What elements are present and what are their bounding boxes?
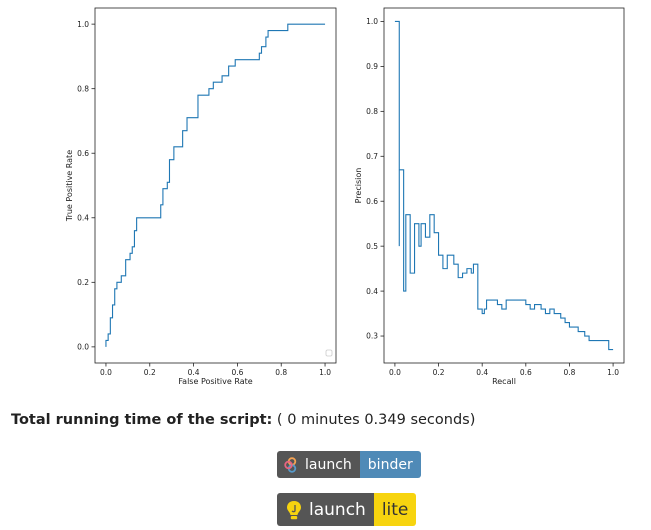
roc-y-tick-label: 0.4: [77, 213, 89, 222]
pr-y-tick-label: 1.0: [366, 17, 378, 26]
roc-x-tick-label: 0.4: [188, 368, 200, 377]
pr-x-tick-label: 0.6: [520, 368, 532, 377]
pr-plot-frame: [383, 7, 625, 364]
pr-y-tick-label: 0.6: [366, 197, 378, 206]
runtime-label: Total running time of the script:: [11, 412, 273, 428]
pr-curve: [394, 20, 614, 351]
pr-x-tick-label: 1.0: [607, 368, 619, 377]
roc-y-ticks: 0.0 0.2 0.4 0.6 0.8 1.0: [77, 20, 95, 352]
charts-figure: 0.0 0.2 0.4 0.6 0.8 1.0 0.0 0.2 0.4 0.6 0.8 1.0 Fa…: [65, 7, 625, 386]
pr-y-ticks: 0.3 0.4 0.5 0.6 0.7 0.8 0.9 1.0: [366, 17, 384, 341]
pr-y-tick-label: 0.3: [366, 332, 378, 341]
runtime-line: Total running time of the script: ( 0 mi…: [11, 412, 475, 428]
roc-x-label: False Positive Rate: [178, 377, 252, 386]
pr-x-tick-label: 0.0: [389, 368, 401, 377]
roc-x-ticks: 0.0 0.2 0.4 0.6 0.8 1.0: [100, 363, 331, 377]
pr-y-tick-label: 0.9: [366, 62, 378, 71]
pr-y-label: Precision: [354, 168, 363, 204]
launch-lite-button[interactable]: launch lite: [277, 493, 417, 526]
roc-x-tick-label: 0.0: [100, 368, 112, 377]
pr-x-tick-label: 0.8: [563, 368, 575, 377]
jupyterlite-logo-icon: [287, 500, 301, 519]
lite-badge-left: launch: [277, 493, 374, 526]
roc-y-tick-label: 0.8: [77, 84, 89, 93]
roc-curve: [105, 23, 326, 347]
roc-x-tick-label: 0.6: [231, 368, 243, 377]
roc-y-tick-label: 0.2: [77, 278, 89, 287]
runtime-value: ( 0 minutes 0.349 seconds): [276, 412, 476, 428]
roc-y-tick-label: 0.0: [77, 343, 89, 352]
roc-plot-frame: [94, 7, 337, 364]
roc-chart: 0.0 0.2 0.4 0.6 0.8 1.0 0.0 0.2 0.4 0.6 0.8 1.0 Fa…: [65, 7, 337, 386]
pr-x-tick-label: 0.4: [476, 368, 488, 377]
roc-legend-box: [325, 349, 333, 357]
pr-x-tick-label: 0.2: [433, 368, 445, 377]
pr-y-tick-label: 0.5: [366, 242, 378, 251]
lite-badge-right-text: lite: [373, 493, 417, 526]
lite-badge-left-text: launch: [309, 499, 366, 520]
pr-x-ticks: 0.0 0.2 0.4 0.6 0.8 1.0: [389, 363, 619, 377]
pr-chart: 0.0 0.2 0.4 0.6 0.8 1.0 0.3 0.4 0.5 0.6 0.7 0.8 0.9…: [354, 7, 625, 386]
pr-y-tick-label: 0.8: [366, 107, 378, 116]
roc-y-label: True Positive Rate: [65, 150, 74, 222]
launch-binder-button[interactable]: launch binder: [277, 451, 421, 478]
roc-x-tick-label: 1.0: [319, 368, 331, 377]
pr-y-tick-label: 0.4: [366, 287, 378, 296]
binder-badge-left-text: launch: [305, 456, 352, 473]
roc-x-tick-label: 0.8: [275, 368, 287, 377]
pr-y-tick-label: 0.7: [366, 152, 378, 161]
binder-logo-icon: [284, 456, 297, 473]
binder-badge-right-text: binder: [359, 451, 421, 478]
roc-y-tick-label: 0.6: [77, 149, 89, 158]
roc-y-tick-label: 1.0: [77, 20, 89, 29]
pr-x-label: Recall: [492, 377, 516, 386]
roc-x-tick-label: 0.2: [144, 368, 156, 377]
binder-badge-left: launch: [277, 451, 360, 478]
